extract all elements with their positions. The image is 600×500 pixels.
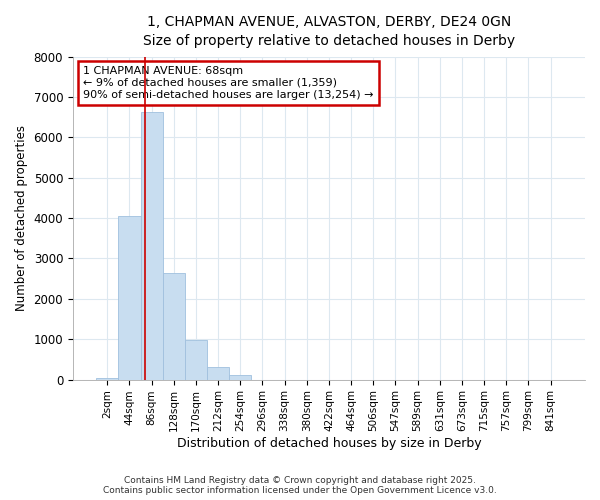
Bar bbox=[163, 272, 185, 380]
Title: 1, CHAPMAN AVENUE, ALVASTON, DERBY, DE24 0GN
Size of property relative to detach: 1, CHAPMAN AVENUE, ALVASTON, DERBY, DE24… bbox=[143, 15, 515, 48]
Bar bbox=[96, 378, 118, 380]
Y-axis label: Number of detached properties: Number of detached properties bbox=[15, 125, 28, 311]
X-axis label: Distribution of detached houses by size in Derby: Distribution of detached houses by size … bbox=[176, 437, 481, 450]
Bar bbox=[185, 340, 207, 380]
Bar bbox=[140, 112, 163, 380]
Bar bbox=[118, 216, 140, 380]
Text: Contains HM Land Registry data © Crown copyright and database right 2025.
Contai: Contains HM Land Registry data © Crown c… bbox=[103, 476, 497, 495]
Bar bbox=[229, 375, 251, 380]
Bar bbox=[207, 366, 229, 380]
Text: 1 CHAPMAN AVENUE: 68sqm
← 9% of detached houses are smaller (1,359)
90% of semi-: 1 CHAPMAN AVENUE: 68sqm ← 9% of detached… bbox=[83, 66, 374, 100]
